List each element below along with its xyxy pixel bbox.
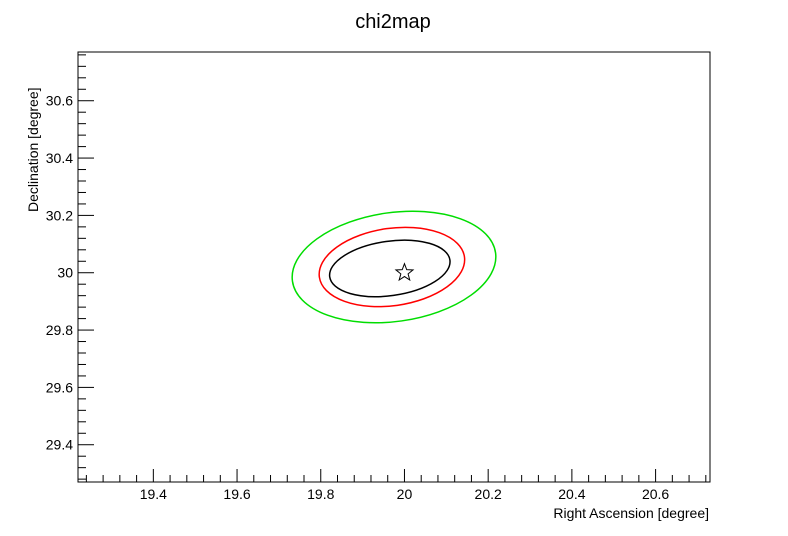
x-tick-label: 20 (397, 486, 413, 502)
y-tick-label: 29.6 (46, 379, 73, 395)
x-axis-ticks: 19.4 19.6 19.8 20 20.2 20.4 20.6 (85, 469, 707, 502)
x-tick-label: 19.8 (307, 486, 334, 502)
x-axis-label: Right Ascension [degree] (553, 505, 709, 521)
x-tick-label: 20.2 (475, 486, 502, 502)
x-tick-label: 20.6 (642, 486, 669, 502)
x-tick-label: 19.4 (140, 486, 167, 502)
y-tick-label: 30.2 (46, 207, 73, 223)
y-tick-label: 29.8 (46, 322, 73, 338)
contour-outer (291, 210, 497, 324)
plot-frame (77, 51, 711, 483)
y-axis-ticks: 29.4 29.6 29.8 30 30.2 30.4 30.6 (46, 54, 94, 480)
x-tick-label: 19.6 (223, 486, 250, 502)
y-axis-label: Declination [degree] (25, 87, 41, 212)
contour-middle (318, 226, 466, 308)
chart-title: chi2map (355, 11, 431, 33)
best-fit-marker (394, 262, 415, 282)
y-tick-label: 30.4 (46, 150, 73, 166)
contour-inner (328, 239, 451, 298)
x-tick-label: 20.4 (558, 486, 585, 502)
star-icon (394, 262, 415, 282)
y-tick-label: 30.6 (46, 93, 73, 109)
y-tick-label: 30 (57, 265, 73, 281)
plot-area-border (77, 51, 711, 483)
contours (291, 210, 497, 324)
y-tick-label: 29.4 (46, 437, 73, 453)
